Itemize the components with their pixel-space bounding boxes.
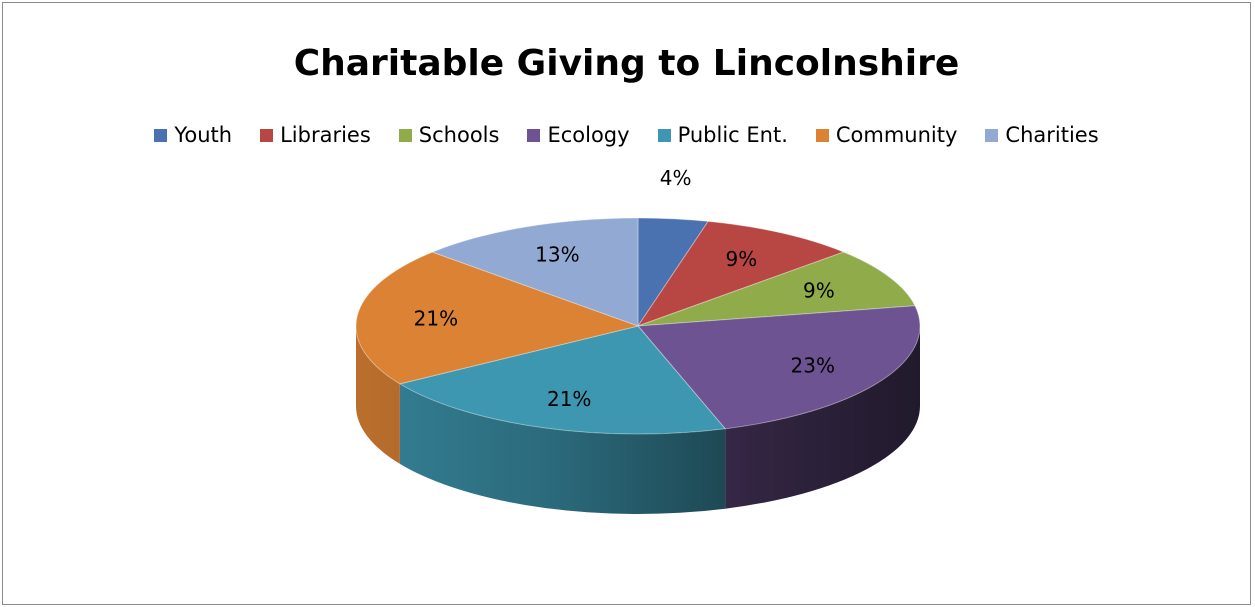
pie-slice xyxy=(431,217,639,327)
legend-item: Community xyxy=(815,123,958,147)
pie-slice-label: 9% xyxy=(725,247,757,271)
legend-label: Schools xyxy=(418,123,500,147)
legend-swatch xyxy=(154,128,168,142)
chart-legend: Youth Libraries Schools Ecology Public Ent. C… xyxy=(3,123,1250,147)
pie-slice-label: 21% xyxy=(547,387,591,411)
legend-item: Charities xyxy=(985,123,1099,147)
pie-slice-label: 13% xyxy=(535,243,579,267)
legend-label: Community xyxy=(835,123,958,147)
pie-slice xyxy=(637,217,710,328)
pie-slice-label: 4% xyxy=(660,166,692,190)
pie-slice-side xyxy=(399,383,726,514)
pie-slice-label: 23% xyxy=(791,354,835,378)
legend-swatch xyxy=(985,128,999,142)
pie-slice-side xyxy=(725,326,920,509)
legend-swatch xyxy=(398,128,412,142)
pie-slice-side xyxy=(356,326,400,464)
pie-slice-label: 9% xyxy=(803,279,835,303)
legend-swatch xyxy=(815,128,829,142)
pie-top xyxy=(355,217,921,435)
legend-swatch xyxy=(527,128,541,142)
pie-sides xyxy=(356,326,920,514)
legend-item: Schools xyxy=(398,123,500,147)
pie-slice xyxy=(637,251,916,327)
pie-slice-label: 21% xyxy=(414,307,458,331)
legend-label: Ecology xyxy=(547,123,630,147)
legend-item: Libraries xyxy=(260,123,371,147)
pie-slice xyxy=(355,251,640,385)
legend-label: Charities xyxy=(1005,123,1099,147)
legend-label: Libraries xyxy=(280,123,371,147)
pie-slice xyxy=(636,220,845,327)
pie-slice xyxy=(636,305,921,430)
legend-label: Youth xyxy=(174,123,233,147)
legend-item: Public Ent. xyxy=(657,123,788,147)
pie-slice xyxy=(398,325,727,435)
chart-title: Charitable Giving to Lincolnshire xyxy=(293,43,960,84)
pie-labels: 4% 9% 9% 23% 21% 21% 13% xyxy=(414,166,835,411)
legend-item: Youth xyxy=(154,123,232,147)
legend-swatch xyxy=(260,128,274,142)
legend-item: Ecology xyxy=(527,123,630,147)
legend-swatch xyxy=(657,128,671,142)
legend-label: Public Ent. xyxy=(677,123,788,147)
